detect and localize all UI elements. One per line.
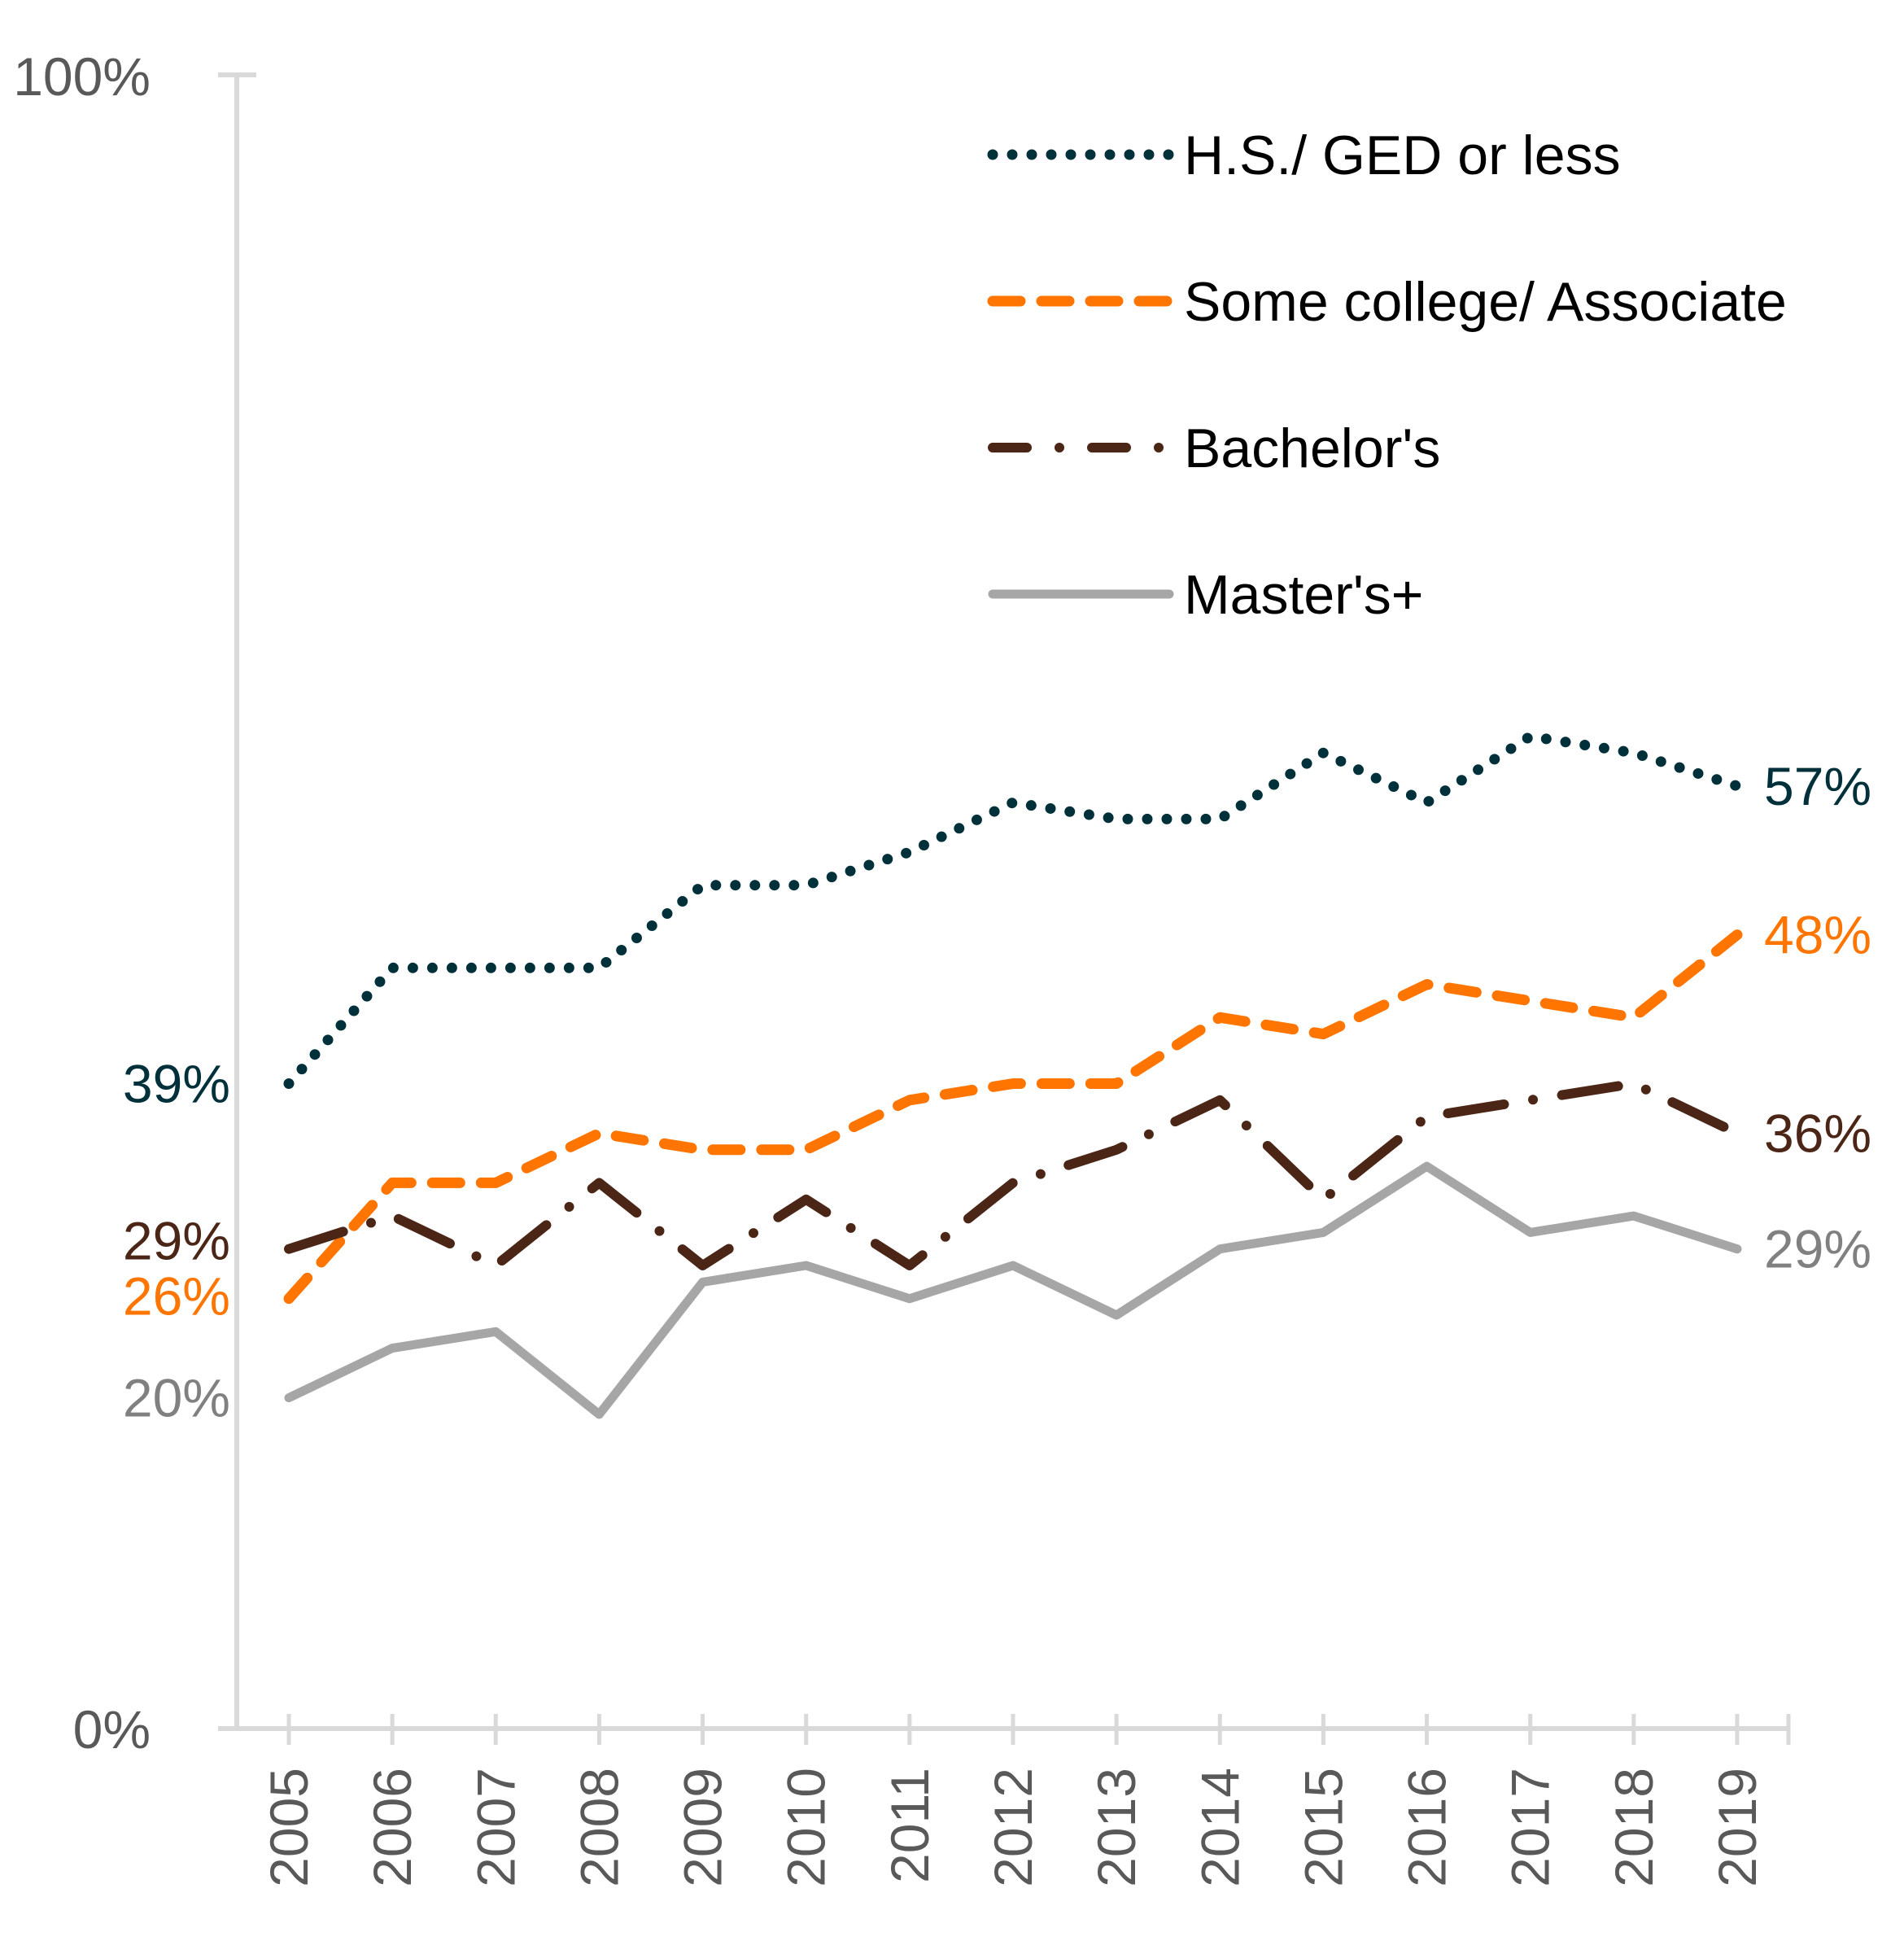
x-tick-labels: 2005 2006 2007 2008 2009 2010 2011 2012 2013 2014… [259, 1768, 1767, 1887]
x-tick-label: 2018 [1604, 1768, 1664, 1887]
x-tick-label: 2007 [465, 1768, 526, 1887]
series-lines [283, 731, 1743, 1419]
x-tick-label: 2011 [880, 1768, 940, 1883]
series-line-1 [283, 929, 1743, 1305]
end-value-label: 36% [1764, 1103, 1871, 1163]
legend-label: Bachelor's [1184, 417, 1440, 479]
x-tick-label: 2009 [673, 1768, 733, 1887]
x-ticks [286, 1714, 1791, 1745]
legend-item: Master's+ [988, 564, 1424, 626]
series-line-2 [284, 1078, 1742, 1270]
end-value-label: 29% [1764, 1219, 1871, 1279]
x-tick-label: 2014 [1190, 1768, 1250, 1887]
x-tick-label: 2008 [569, 1768, 629, 1887]
x-tick-label: 2019 [1707, 1768, 1767, 1887]
x-tick-label: 2016 [1397, 1768, 1457, 1887]
legend-label: H.S./ GED or less [1184, 125, 1621, 186]
end-value-label: 57% [1764, 756, 1871, 816]
start-value-label: 26% [123, 1266, 230, 1327]
series-line-3 [284, 1161, 1742, 1419]
legend-item: H.S./ GED or less [987, 125, 1621, 186]
axes: 100% 0% 2005 2006 2007 2008 2009 2010 2011 2012… [13, 46, 1791, 1887]
end-value-label: 48% [1764, 905, 1871, 965]
x-tick-label: 2015 [1293, 1768, 1353, 1887]
x-tick-label: 2010 [776, 1768, 836, 1887]
y-tick-label-100: 100% [13, 46, 151, 107]
x-tick-label: 2013 [1086, 1768, 1146, 1887]
start-value-label: 29% [123, 1211, 230, 1271]
x-tick-label: 2017 [1500, 1768, 1561, 1887]
legend: H.S./ GED or less Some college/ Associate… [987, 125, 1787, 626]
legend-item: Bachelor's [988, 417, 1440, 479]
series-line-0 [283, 731, 1743, 1089]
data-labels: 39% 57% 26% 48% 29% 36% 20% 29% [123, 756, 1871, 1428]
start-value-label: 39% [123, 1054, 230, 1114]
x-tick-label: 2012 [983, 1768, 1043, 1887]
legend-label: Master's+ [1184, 564, 1424, 626]
x-tick-label: 2005 [259, 1768, 319, 1887]
start-value-label: 20% [123, 1368, 230, 1428]
x-tick-label: 2006 [362, 1768, 422, 1887]
legend-item: Some college/ Associate [987, 271, 1787, 333]
legend-label: Some college/ Associate [1184, 271, 1787, 333]
y-tick-label-0: 0% [73, 1699, 151, 1759]
